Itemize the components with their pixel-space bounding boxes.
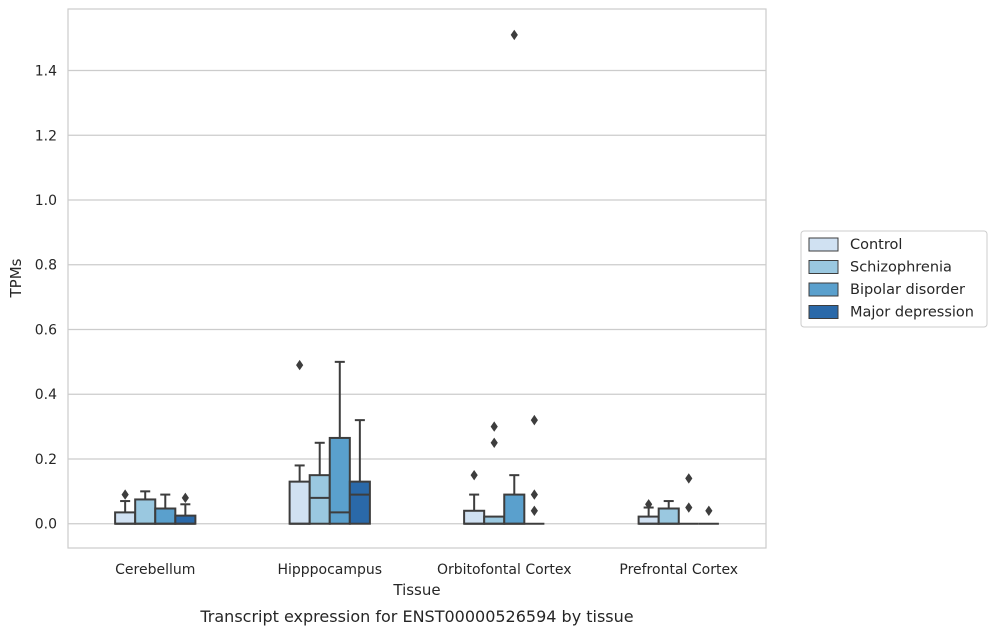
box-iqr <box>637 515 660 525</box>
x-tick-label: Orbitofontal Cortex <box>437 562 572 578</box>
box-iqr <box>463 509 486 525</box>
y-tick-label: 1.0 <box>35 193 57 209</box>
box-iqr <box>483 515 506 525</box>
box-0-3 <box>174 492 197 525</box>
box-2-3 <box>524 414 545 525</box>
y-axis-ticks: 0.0 0.2 0.4 0.6 0.8 1.0 1.2 1.4 <box>35 64 57 533</box>
outlier-point <box>510 29 518 41</box>
box-iqr <box>308 474 331 525</box>
box-iqr <box>154 507 177 525</box>
box-iqr <box>503 493 526 525</box>
box-0-0 <box>114 489 137 525</box>
box-iqr <box>174 514 197 525</box>
box-iqr <box>328 436 351 525</box>
x-tick-label: Prefrontal Cortex <box>619 562 738 578</box>
chart-caption: Transcript expression for ENST0000052659… <box>199 607 633 626</box>
outlier-point <box>685 473 693 484</box>
outlier-point <box>645 499 653 510</box>
y-tick-label: 0.2 <box>35 452 57 468</box>
outlier-point <box>296 359 304 371</box>
legend-swatch <box>808 260 839 274</box>
legend-label: Control <box>850 237 902 253</box>
box-3-3 <box>698 505 719 525</box>
x-tick-label: Hipppocampus <box>277 562 382 578</box>
outlier-point <box>685 502 693 513</box>
legend-swatch <box>808 237 839 252</box>
box-2-2 <box>503 29 526 525</box>
outlier-point <box>705 505 713 516</box>
box-iqr <box>114 511 137 525</box>
outlier-point <box>490 421 498 432</box>
legend-label: Major depression <box>850 305 974 321</box>
box-1-2 <box>328 360 351 525</box>
box-iqr <box>348 480 371 525</box>
plot-frame <box>67 8 767 549</box>
box-0-2 <box>154 493 177 525</box>
box-3-2 <box>678 473 699 525</box>
outlier-point <box>530 489 538 500</box>
box-3-1 <box>657 500 680 525</box>
outlier-point <box>470 469 478 481</box>
outlier-point <box>490 437 498 448</box>
y-tick-label: 0.0 <box>35 517 57 533</box>
plot-area <box>68 9 766 548</box>
y-tick-label: 1.4 <box>35 64 57 80</box>
box-1-0 <box>288 359 311 525</box>
outlier-point <box>530 505 538 516</box>
box-iqr <box>134 498 157 525</box>
x-axis-label: Tissue <box>392 581 440 599</box>
y-tick-label: 0.8 <box>35 258 57 274</box>
y-tick-label: 0.4 <box>35 387 57 403</box>
legend-frame <box>800 230 988 328</box>
outlier-point <box>181 492 189 504</box>
y-tick-label: 1.2 <box>35 128 57 144</box>
y-tick-label: 0.6 <box>35 322 57 338</box>
x-tick-label: Cerebellum <box>115 562 195 578</box>
legend-swatch <box>808 282 839 297</box>
legend-swatch <box>808 305 839 319</box>
legend-label: Schizophrenia <box>850 260 952 276</box>
outlier-point <box>530 414 538 426</box>
box-iqr <box>657 507 680 525</box>
boxes-layer <box>114 29 719 525</box>
outlier-point <box>121 489 129 500</box>
legend-label: Bipolar disorder <box>850 282 965 298</box>
x-axis-ticks: Cerebellum Hipppocampus Orbitofontal Corte… <box>115 562 738 578</box>
y-axis-label: TPMs <box>7 258 25 298</box>
legend: Control Schizophrenia Bipolar disorder Majo… <box>800 230 988 328</box>
grid-lines <box>68 69 766 525</box>
box-1-3 <box>348 419 371 525</box>
box-iqr <box>288 480 311 525</box>
